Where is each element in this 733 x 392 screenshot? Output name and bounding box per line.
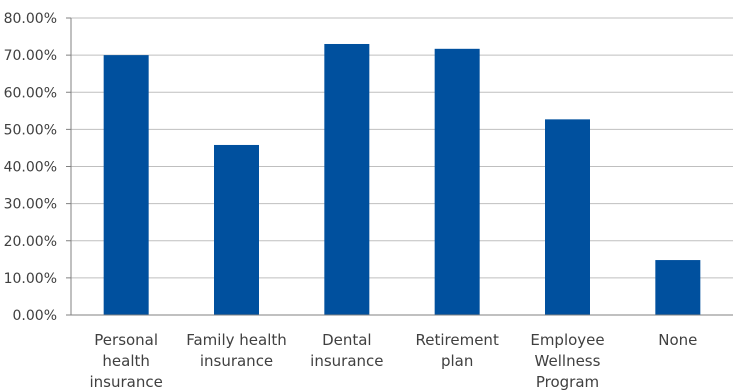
x-category-label: Family health insurance bbox=[186, 331, 287, 370]
gridlines bbox=[71, 17, 733, 279]
x-category-label: Employee Wellness Program bbox=[530, 331, 604, 391]
y-tick-label: 50.00% bbox=[4, 122, 57, 138]
bar bbox=[655, 260, 701, 315]
x-category-label: None bbox=[658, 331, 697, 349]
y-tick-label: 70.00% bbox=[4, 48, 57, 64]
bars bbox=[103, 43, 701, 316]
x-category-label: Retirement plan bbox=[416, 331, 499, 370]
y-tick-label: 20.00% bbox=[4, 234, 57, 250]
bar bbox=[545, 119, 590, 315]
y-tick-labels: 0.00% 10.00% 20.00% 30.00% 40.00% 50.00% 60.00… bbox=[4, 11, 57, 324]
axes bbox=[66, 17, 733, 316]
bar bbox=[434, 48, 480, 315]
x-category-label: Personal health insurance bbox=[89, 331, 162, 391]
x-category-label: Dental insurance bbox=[310, 331, 383, 370]
y-tick-label: 10.00% bbox=[4, 271, 57, 287]
bar bbox=[103, 55, 149, 315]
category-labels: Personal health insurance Family health insu… bbox=[89, 331, 697, 391]
y-tick-label: 30.00% bbox=[4, 197, 57, 213]
y-tick-label: 40.00% bbox=[4, 160, 57, 176]
y-tick-label: 80.00% bbox=[4, 11, 57, 27]
y-tick-label: 60.00% bbox=[4, 85, 57, 101]
bar bbox=[214, 144, 259, 315]
bar bbox=[324, 43, 370, 316]
y-tick-label: 0.00% bbox=[13, 308, 57, 324]
